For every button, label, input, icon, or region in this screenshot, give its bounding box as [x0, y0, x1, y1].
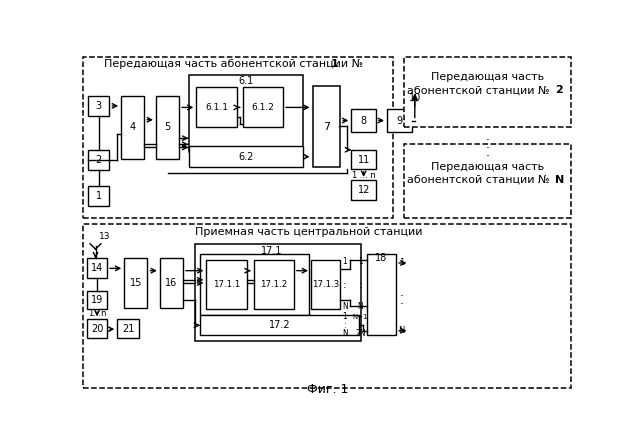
Bar	[124, 258, 147, 308]
Bar	[253, 260, 294, 309]
Text: 1: 1	[330, 59, 338, 69]
Bar	[387, 109, 412, 132]
Bar	[121, 96, 145, 159]
Text: 1...n: 1...n	[88, 309, 106, 318]
Text: 17.2: 17.2	[269, 320, 291, 330]
Text: 1: 1	[342, 257, 348, 266]
Text: абонентской станции №: абонентской станции №	[407, 175, 553, 185]
Text: 4: 4	[130, 123, 136, 132]
Text: 14: 14	[91, 263, 103, 273]
Bar	[243, 87, 283, 128]
Text: 17.1: 17.1	[262, 246, 283, 256]
Text: 2N: 2N	[355, 329, 366, 338]
Text: 6.1.1: 6.1.1	[205, 103, 228, 112]
Bar	[87, 319, 107, 339]
Text: .: .	[486, 145, 490, 159]
Bar	[88, 150, 109, 170]
Bar	[189, 146, 303, 168]
Text: 16: 16	[165, 278, 177, 288]
Text: 17.1.1: 17.1.1	[213, 280, 240, 289]
Text: 21: 21	[122, 324, 134, 334]
Text: 13: 13	[99, 231, 111, 240]
Bar	[156, 96, 179, 159]
Text: 20: 20	[91, 324, 103, 334]
Bar	[367, 254, 396, 334]
Text: 6.1.2: 6.1.2	[252, 103, 275, 112]
Text: 2: 2	[555, 86, 563, 95]
Bar	[83, 224, 572, 388]
Bar	[88, 186, 109, 206]
Bar	[196, 87, 237, 128]
Text: Приемная часть центральной станции: Приемная часть центральной станции	[195, 227, 422, 237]
Text: 2: 2	[95, 155, 102, 165]
Text: 17.1.2: 17.1.2	[260, 280, 287, 289]
Bar	[87, 291, 107, 309]
Text: :: :	[344, 321, 346, 330]
Text: Передающая часть: Передающая часть	[431, 72, 544, 82]
Bar	[87, 258, 107, 277]
Bar	[312, 86, 340, 168]
Text: 15: 15	[130, 278, 142, 288]
Text: .: .	[486, 138, 490, 151]
Text: N: N	[399, 326, 405, 335]
Text: 1: 1	[342, 312, 348, 322]
Bar	[195, 244, 362, 341]
Text: 3: 3	[95, 101, 102, 111]
Bar	[351, 109, 376, 132]
Bar	[351, 180, 376, 200]
Bar	[404, 57, 572, 128]
Bar	[351, 150, 376, 169]
Bar	[117, 319, 139, 339]
Text: N: N	[358, 301, 364, 310]
Text: N: N	[342, 329, 348, 338]
Text: Передающая часть: Передающая часть	[431, 162, 544, 172]
Bar	[311, 260, 340, 309]
Text: ·: ·	[399, 290, 404, 303]
Bar	[83, 57, 393, 218]
Text: 6.1: 6.1	[238, 76, 253, 86]
Text: Передающая часть абонентской станции №: Передающая часть абонентской станции №	[104, 59, 366, 69]
Text: :: :	[359, 321, 362, 330]
Text: 11: 11	[358, 155, 370, 165]
Bar	[160, 258, 183, 308]
Text: 6.2: 6.2	[238, 152, 253, 162]
Bar	[200, 315, 359, 335]
Text: :: :	[343, 280, 347, 289]
Text: 1: 1	[358, 257, 363, 266]
Text: 10: 10	[409, 93, 421, 103]
Bar	[88, 96, 109, 116]
Text: :: :	[359, 280, 362, 289]
Bar	[206, 260, 246, 309]
Text: ·: ·	[399, 298, 404, 311]
Text: N+1: N+1	[353, 314, 369, 320]
Text: абонентской станции №: абонентской станции №	[407, 86, 553, 95]
Text: 17.1.3: 17.1.3	[312, 280, 339, 289]
Bar	[404, 145, 572, 218]
Text: 12: 12	[358, 185, 370, 195]
Text: 5: 5	[164, 123, 171, 132]
Text: .: .	[486, 130, 490, 143]
Text: N: N	[342, 301, 348, 310]
Text: 1: 1	[399, 259, 404, 268]
Bar	[200, 254, 308, 315]
Text: 9: 9	[396, 116, 403, 125]
Text: 19: 19	[91, 295, 103, 305]
Bar	[189, 75, 303, 152]
Text: 18: 18	[375, 252, 388, 263]
Text: Фиг. 1: Фиг. 1	[307, 383, 349, 396]
Text: 1 ... n: 1 ... n	[352, 171, 376, 180]
Text: 1: 1	[95, 191, 102, 201]
Text: N: N	[555, 175, 564, 185]
Text: 7: 7	[323, 122, 330, 132]
Text: 8: 8	[360, 116, 367, 125]
